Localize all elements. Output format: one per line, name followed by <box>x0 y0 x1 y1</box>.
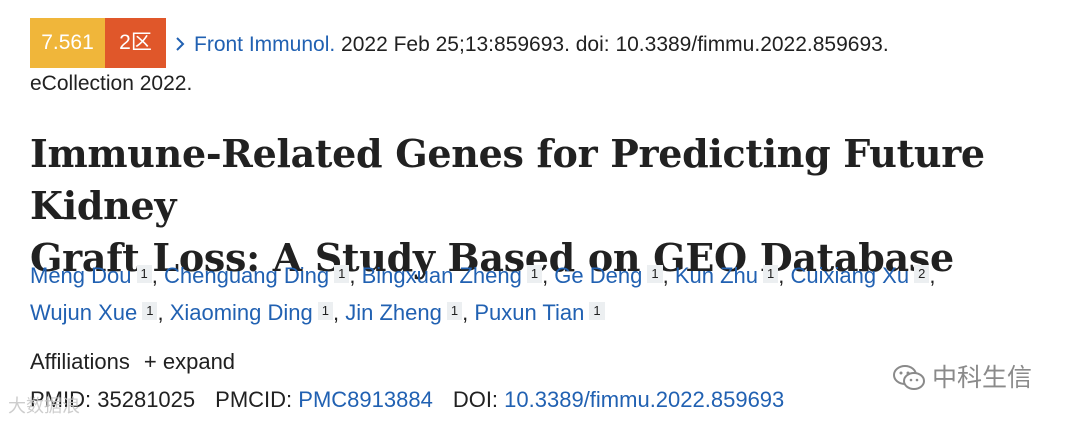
doi-link[interactable]: 10.3389/fimmu.2022.859693 <box>504 387 785 412</box>
citation-details: 2022 Feb 25;13:859693. doi: 10.3389/fimm… <box>335 33 889 56</box>
author-line-2: Wujun Xue 1, Xiaoming Ding 1, Jin Zheng 1, … <box>30 294 1070 331</box>
author-line-1: Meng Dou 1, Chenguang Ding 1, Bingxuan Zhe… <box>30 263 936 288</box>
affiliation-number[interactable]: 1 <box>763 265 779 283</box>
journal-link[interactable]: Front Immunol. <box>194 33 336 56</box>
watermark-right: 中科生信 <box>892 363 1032 399</box>
wechat-icon <box>892 364 926 399</box>
author-link[interactable]: Chenguang Ding <box>163 263 330 288</box>
author-link[interactable]: Wujun Xue <box>30 300 138 325</box>
author-link[interactable]: Bingxuan Zheng <box>361 263 522 288</box>
affiliations-label: Affiliations <box>30 349 130 374</box>
pmcid-link[interactable]: PMC8913884 <box>298 387 433 412</box>
watermark-left: 大数据浪 <box>8 396 80 416</box>
citation-line: Front Immunol. 2022 Feb 25;13:859693. do… <box>174 31 889 59</box>
chevron-right-icon[interactable] <box>174 31 194 59</box>
affiliation-number[interactable]: 1 <box>317 302 333 320</box>
title-line-1: Immune-Related Genes for Predicting Futu… <box>30 131 985 228</box>
affiliation-number[interactable]: 2 <box>914 265 930 283</box>
author-link[interactable]: Meng Dou <box>30 263 132 288</box>
watermark-right-text: 中科生信 <box>932 364 1033 392</box>
affiliation-number[interactable]: 1 <box>647 265 663 283</box>
identifiers-row: PMID: 35281025 PMCID: PMC8913884 DOI: 10.3… <box>30 386 784 414</box>
author-link[interactable]: Xiaoming Ding <box>169 300 313 325</box>
pmid-value: 35281025 <box>97 387 196 412</box>
title-line-2: Graft Loss: A Study Based on GEO Databas… <box>30 235 954 280</box>
affiliation-number[interactable]: 1 <box>446 302 463 320</box>
plus-icon[interactable]: + <box>143 349 157 374</box>
author-link[interactable]: Ge Deng <box>554 263 643 288</box>
affiliation-number[interactable]: 1 <box>589 302 605 320</box>
affiliation-number[interactable]: 1 <box>142 302 158 320</box>
ecollection-text: eCollection 2022. <box>30 72 193 95</box>
pmid-label: PMID: <box>30 387 92 412</box>
impact-factor-badge: 7.561 <box>30 18 105 68</box>
affiliations-toggle[interactable]: Affiliations + expand <box>30 348 235 376</box>
author-link[interactable]: Kun Zhu <box>674 263 758 288</box>
author-list: Meng Dou 1, Chenguang Ding 1, Bingxuan Zhe… <box>30 257 1070 331</box>
affiliation-number[interactable]: 1 <box>136 265 152 283</box>
affiliation-number[interactable]: 1 <box>526 265 543 283</box>
affiliation-number[interactable]: 1 <box>334 265 350 283</box>
article-title: Immune-Related Genes for Predicting Futu… <box>30 128 1070 284</box>
author-link[interactable]: Puxun Tian <box>474 300 585 325</box>
author-link[interactable]: Jin Zheng <box>345 300 442 325</box>
zone-badge: 2区 <box>105 18 166 68</box>
pmcid-label: PMCID: <box>215 387 293 412</box>
expand-link[interactable]: expand <box>162 349 236 374</box>
doi-label: DOI: <box>452 387 499 412</box>
author-link[interactable]: Cuixiang Xu <box>790 263 910 288</box>
